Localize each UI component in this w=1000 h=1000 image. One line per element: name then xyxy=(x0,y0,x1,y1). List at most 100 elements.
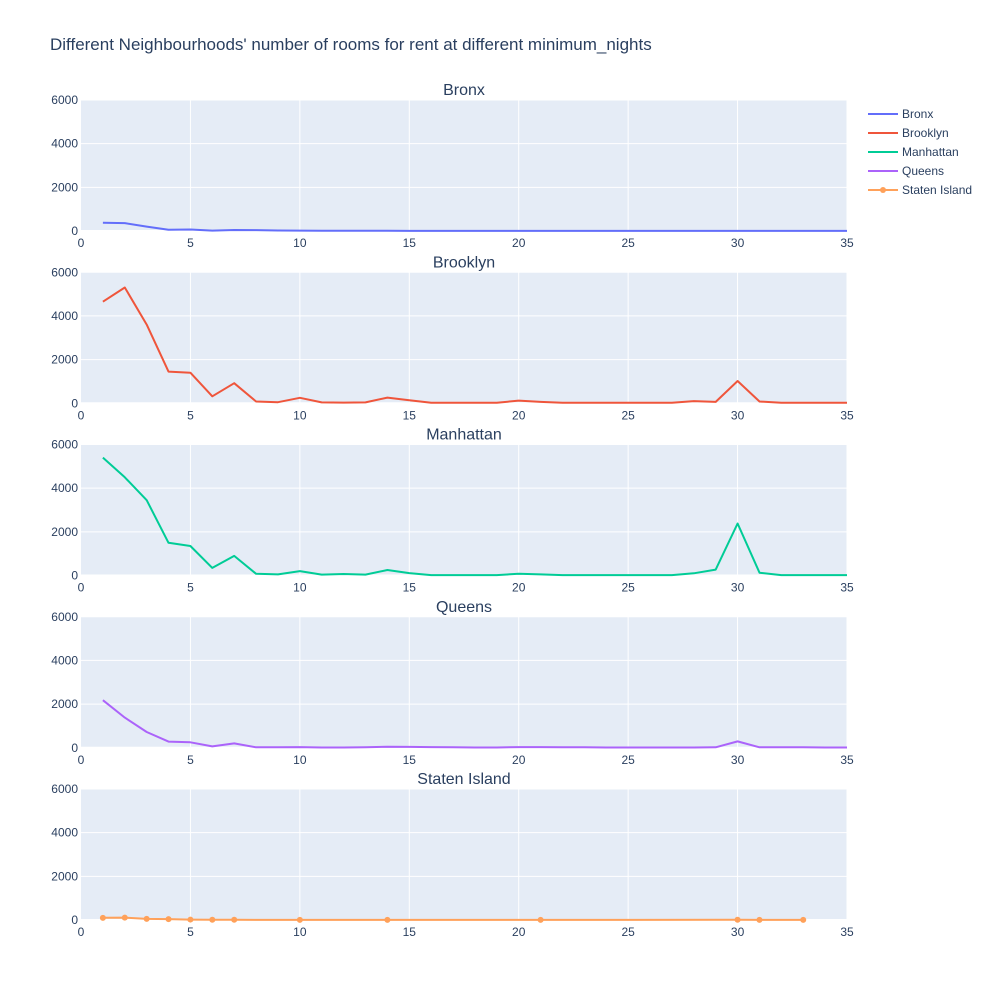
series-line-manhattan[interactable] xyxy=(102,456,847,577)
x-tick-label: 0 xyxy=(78,408,85,422)
y-tick-label: 6000 xyxy=(51,438,78,452)
x-tick-label: 25 xyxy=(621,925,635,939)
data-point[interactable] xyxy=(209,916,216,923)
data-point[interactable] xyxy=(537,916,544,923)
legend[interactable]: Bronx Brooklyn Manhattan Queens Staten Islan… xyxy=(868,107,972,197)
x-tick-label: 10 xyxy=(293,753,307,767)
x-tick-label: 15 xyxy=(403,236,417,250)
x-tick-label: 0 xyxy=(78,925,85,939)
x-tick-label: 15 xyxy=(403,408,417,422)
series-line-brooklyn[interactable] xyxy=(102,286,847,404)
data-point[interactable] xyxy=(187,916,194,923)
subplot-title: Staten Island xyxy=(417,771,510,788)
x-tick-label: 15 xyxy=(403,925,417,939)
x-tick-label: 25 xyxy=(621,408,635,422)
data-point[interactable] xyxy=(384,916,391,923)
x-tick-label: 35 xyxy=(840,581,854,595)
y-tick-label: 2000 xyxy=(51,525,78,539)
legend-item-staten-island[interactable]: Staten Island xyxy=(868,183,972,197)
y-tick-label: 6000 xyxy=(51,610,78,624)
x-tick-label: 25 xyxy=(621,753,635,767)
data-point[interactable] xyxy=(734,916,741,923)
x-tick-label: 10 xyxy=(293,581,307,595)
x-tick-label: 10 xyxy=(293,408,307,422)
x-tick-label: 5 xyxy=(187,925,194,939)
plot-area xyxy=(81,272,847,404)
y-tick-label: 6000 xyxy=(51,265,78,279)
data-point[interactable] xyxy=(756,916,763,923)
x-tick-label: 25 xyxy=(621,236,635,250)
x-tick-label: 10 xyxy=(293,236,307,250)
x-tick-label: 5 xyxy=(187,236,194,250)
x-tick-label: 35 xyxy=(840,236,854,250)
y-tick-label: 2000 xyxy=(51,353,78,367)
x-tick-label: 35 xyxy=(840,753,854,767)
legend-marker xyxy=(880,187,886,193)
subplot-title: Manhattan xyxy=(426,427,502,444)
y-tick-label: 4000 xyxy=(51,481,78,495)
plot-area xyxy=(81,100,847,231)
y-tick-label: 4000 xyxy=(51,309,78,323)
data-point[interactable] xyxy=(165,916,172,923)
data-point[interactable] xyxy=(121,914,128,921)
subplot-manhattan: 0 2000 4000 6000 0 5 10 15 20 25 30 35 Manhattan xyxy=(51,427,854,595)
data-point[interactable] xyxy=(231,916,238,923)
x-tick-label: 0 xyxy=(78,236,85,250)
subplot-queens: 0 2000 4000 6000 0 5 10 15 20 25 30 35 Queens xyxy=(51,599,854,767)
y-tick-label: 0 xyxy=(71,913,78,927)
subplot-brooklyn: 0 2000 4000 6000 0 5 10 15 20 25 30 35 Brooklyn xyxy=(51,254,854,422)
plot-area xyxy=(81,444,847,576)
x-tick-label: 20 xyxy=(512,581,526,595)
y-tick-label: 2000 xyxy=(51,180,78,194)
x-tick-label: 35 xyxy=(840,408,854,422)
series-line-queens[interactable] xyxy=(102,699,847,749)
legend-label: Queens xyxy=(902,164,944,178)
legend-item-manhattan[interactable]: Manhattan xyxy=(868,145,959,159)
x-tick-label: 15 xyxy=(403,753,417,767)
y-tick-label: 6000 xyxy=(51,782,78,796)
x-tick-label: 20 xyxy=(512,408,526,422)
y-tick-label: 0 xyxy=(71,396,78,410)
legend-item-bronx[interactable]: Bronx xyxy=(868,107,933,121)
subplot-title: Queens xyxy=(436,599,492,616)
data-point[interactable] xyxy=(143,915,150,922)
subplot-title: Brooklyn xyxy=(433,254,495,271)
data-point[interactable] xyxy=(800,916,807,923)
plot-area xyxy=(81,616,847,748)
y-tick-label: 4000 xyxy=(51,653,78,667)
x-tick-label: 5 xyxy=(187,581,194,595)
chart-title: Different Neighbourhoods' number of room… xyxy=(50,35,652,54)
data-point[interactable] xyxy=(296,916,303,923)
plot-area xyxy=(81,789,847,920)
legend-label: Staten Island xyxy=(902,183,972,197)
y-tick-label: 4000 xyxy=(51,137,78,151)
x-tick-label: 25 xyxy=(621,581,635,595)
subplot-title: Bronx xyxy=(443,82,485,99)
x-tick-label: 30 xyxy=(731,236,745,250)
legend-label: Bronx xyxy=(902,107,933,121)
y-tick-label: 4000 xyxy=(51,826,78,840)
x-tick-label: 10 xyxy=(293,925,307,939)
x-tick-label: 35 xyxy=(840,925,854,939)
x-tick-label: 5 xyxy=(187,408,194,422)
legend-item-queens[interactable]: Queens xyxy=(868,164,944,178)
x-tick-label: 30 xyxy=(731,753,745,767)
data-point[interactable] xyxy=(99,914,106,921)
x-tick-label: 30 xyxy=(731,925,745,939)
x-tick-label: 5 xyxy=(187,753,194,767)
legend-item-brooklyn[interactable]: Brooklyn xyxy=(868,126,949,140)
x-tick-label: 30 xyxy=(731,581,745,595)
y-tick-label: 2000 xyxy=(51,869,78,883)
subplot-staten-island: 0 2000 4000 6000 0 5 10 15 20 25 30 35 Staten Island xyxy=(51,771,854,939)
series-line-bronx[interactable] xyxy=(102,221,847,232)
y-tick-label: 0 xyxy=(71,224,78,238)
y-tick-label: 6000 xyxy=(51,93,78,107)
legend-label: Manhattan xyxy=(902,145,959,159)
x-tick-label: 20 xyxy=(512,925,526,939)
x-tick-label: 20 xyxy=(512,753,526,767)
x-tick-label: 15 xyxy=(403,581,417,595)
subplot-bronx: 0 2000 4000 6000 0 5 10 15 20 25 30 35 Bronx xyxy=(51,82,854,250)
x-tick-label: 30 xyxy=(731,408,745,422)
y-tick-label: 2000 xyxy=(51,697,78,711)
